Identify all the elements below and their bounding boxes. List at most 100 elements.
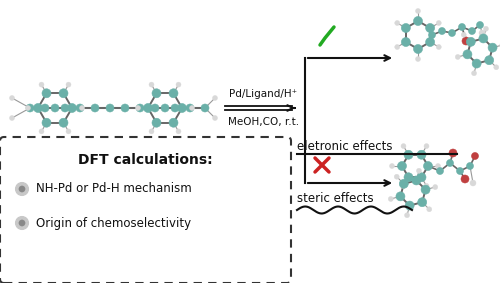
Circle shape	[176, 129, 181, 134]
Circle shape	[41, 104, 49, 112]
Circle shape	[448, 29, 456, 37]
Circle shape	[178, 104, 186, 113]
Circle shape	[16, 183, 28, 196]
Circle shape	[59, 89, 68, 98]
Circle shape	[402, 23, 410, 33]
Circle shape	[479, 34, 488, 43]
Circle shape	[19, 186, 25, 192]
Circle shape	[76, 104, 84, 112]
Circle shape	[401, 143, 406, 149]
Circle shape	[404, 213, 409, 218]
Circle shape	[424, 183, 429, 188]
Circle shape	[472, 71, 476, 76]
Circle shape	[461, 175, 469, 183]
Circle shape	[416, 57, 420, 61]
Text: Pd/Ligand/H⁺: Pd/Ligand/H⁺	[230, 89, 298, 99]
Circle shape	[26, 106, 30, 110]
Circle shape	[66, 82, 71, 87]
Circle shape	[466, 37, 475, 46]
Circle shape	[414, 44, 422, 53]
Circle shape	[436, 20, 442, 25]
Circle shape	[449, 149, 457, 157]
Circle shape	[19, 220, 25, 226]
Circle shape	[169, 118, 178, 127]
Circle shape	[388, 196, 394, 201]
Text: DFT calculations:: DFT calculations:	[78, 153, 213, 167]
Circle shape	[428, 31, 436, 38]
Circle shape	[458, 23, 466, 31]
Circle shape	[416, 8, 420, 14]
Circle shape	[149, 129, 154, 134]
Circle shape	[468, 27, 475, 35]
Circle shape	[396, 192, 405, 201]
Circle shape	[446, 160, 454, 166]
Circle shape	[42, 89, 51, 98]
Circle shape	[426, 38, 434, 46]
Circle shape	[51, 104, 59, 112]
Circle shape	[400, 179, 408, 188]
Circle shape	[68, 104, 76, 113]
Circle shape	[436, 44, 442, 50]
Circle shape	[398, 162, 406, 170]
Circle shape	[394, 174, 399, 179]
Circle shape	[26, 104, 34, 112]
Circle shape	[476, 22, 484, 29]
Circle shape	[456, 54, 460, 59]
Circle shape	[394, 44, 400, 50]
Circle shape	[59, 118, 68, 127]
Circle shape	[426, 23, 434, 33]
Circle shape	[80, 106, 84, 110]
Circle shape	[16, 216, 28, 230]
Text: Origin of chemoselectivity: Origin of chemoselectivity	[36, 216, 191, 230]
Circle shape	[404, 173, 413, 182]
Circle shape	[151, 104, 159, 112]
Circle shape	[462, 37, 470, 45]
Circle shape	[436, 168, 444, 175]
Circle shape	[171, 104, 179, 112]
Circle shape	[494, 65, 499, 70]
Circle shape	[186, 104, 194, 112]
Circle shape	[470, 180, 476, 186]
Text: steric effects: steric effects	[297, 192, 374, 205]
Circle shape	[144, 104, 152, 113]
Circle shape	[461, 32, 466, 37]
Circle shape	[66, 129, 71, 134]
Circle shape	[412, 176, 421, 185]
Circle shape	[417, 173, 426, 182]
Circle shape	[463, 50, 472, 59]
Circle shape	[390, 164, 394, 168]
Circle shape	[42, 118, 51, 127]
Circle shape	[417, 150, 426, 159]
Circle shape	[39, 129, 44, 134]
Circle shape	[436, 164, 440, 168]
Circle shape	[136, 104, 144, 112]
Circle shape	[190, 106, 194, 110]
Circle shape	[152, 89, 161, 98]
Circle shape	[39, 82, 44, 87]
Circle shape	[10, 95, 14, 100]
Circle shape	[432, 185, 438, 190]
Circle shape	[121, 104, 129, 112]
Circle shape	[10, 115, 14, 121]
Circle shape	[424, 162, 432, 170]
Circle shape	[402, 38, 410, 46]
Circle shape	[61, 104, 69, 112]
Text: NH-Pd or Pd-H mechanism: NH-Pd or Pd-H mechanism	[36, 183, 192, 196]
Circle shape	[472, 153, 478, 160]
Circle shape	[136, 106, 140, 110]
Text: MeOH,CO, r.t.: MeOH,CO, r.t.	[228, 117, 299, 127]
Circle shape	[149, 82, 154, 87]
Circle shape	[424, 162, 432, 170]
Circle shape	[472, 59, 481, 68]
Circle shape	[401, 183, 406, 188]
Circle shape	[479, 30, 485, 36]
Circle shape	[169, 89, 178, 98]
Circle shape	[201, 104, 209, 112]
Circle shape	[424, 143, 429, 149]
Circle shape	[212, 115, 218, 121]
Circle shape	[438, 27, 446, 35]
Circle shape	[176, 82, 181, 87]
Circle shape	[161, 104, 169, 112]
Circle shape	[421, 185, 430, 194]
Circle shape	[152, 118, 161, 127]
